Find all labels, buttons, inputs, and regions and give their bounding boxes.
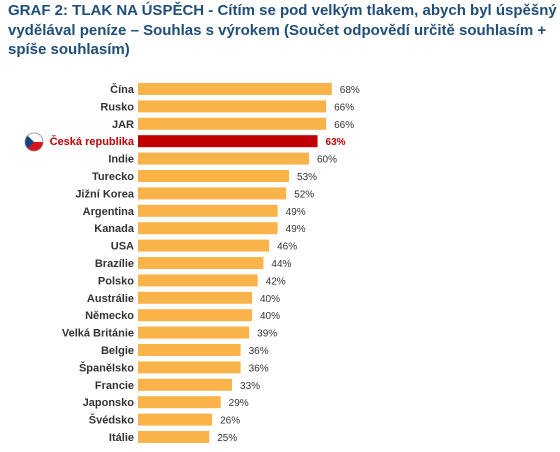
bar-spanelsko (138, 361, 241, 374)
value-label-nemecko: 40% (260, 311, 280, 322)
chart-title-line-1: GRAF 2: TLAK NA ÚSPĚCH - Cítím se pod ve… (8, 2, 560, 19)
value-label-indie: 60% (317, 155, 337, 166)
bar-usa (138, 239, 270, 252)
bar-australie (138, 291, 252, 304)
category-label-polsko: Polsko (98, 275, 134, 287)
value-label-velka-britanie: 39% (257, 329, 277, 340)
value-label-turecko: 53% (297, 172, 317, 183)
value-label-australie: 40% (260, 294, 280, 305)
bar-brazilie (138, 257, 264, 269)
category-label-spanelsko: Španělsko (79, 361, 134, 374)
value-label-japonsko: 29% (229, 398, 249, 409)
value-label-italie: 25% (217, 433, 237, 444)
bar-ceska-republika (138, 135, 318, 148)
bar-svedsko (138, 413, 213, 426)
category-label-turecko: Turecko (92, 171, 134, 183)
category-label-nemecko: Německo (85, 310, 134, 322)
category-label-argentina: Argentina (83, 206, 135, 218)
category-label-brazilie: Brazílie (95, 258, 134, 270)
category-label-belgie: Belgie (101, 345, 134, 357)
value-label-jizni-korea: 52% (294, 189, 314, 200)
bar-velka-britanie (138, 326, 250, 339)
bar-kanada (138, 222, 278, 235)
value-label-ceska-republika: 63% (326, 137, 346, 148)
bar-indie (138, 152, 309, 165)
bar-jar (138, 117, 327, 130)
value-label-svedsko: 26% (220, 416, 240, 427)
bar-japonsko (138, 396, 221, 409)
chart-title-line-2: vydělával peníze – Souhlas s výrokem (So… (8, 21, 547, 39)
category-label-rusko: Rusko (100, 101, 134, 113)
category-label-australie: Austrálie (87, 293, 134, 305)
value-label-francie: 33% (240, 381, 260, 392)
category-label-japonsko: Japonsko (83, 397, 135, 409)
category-label-svedsko: Švédsko (89, 414, 135, 427)
category-label-cina: Čína (110, 83, 135, 96)
chart-title-line-3: spíše souhlasím) (8, 41, 130, 58)
bar-italie (138, 431, 210, 443)
bar-turecko (138, 170, 290, 182)
category-label-francie: Francie (95, 380, 134, 392)
category-label-velka-britanie: Velká Británie (62, 328, 134, 340)
bar-nemecko (138, 309, 252, 322)
category-label-indie: Indie (108, 154, 134, 166)
value-label-spanelsko: 36% (249, 363, 269, 374)
bar-jizni-korea (138, 187, 287, 200)
category-label-jizni-korea: Jižní Korea (75, 188, 135, 200)
bar-francie (138, 378, 233, 391)
bar-belgie (138, 344, 241, 356)
chart-title: GRAF 2: TLAK NA ÚSPĚCH - Cítím se pod ve… (8, 1, 560, 60)
czech-flag-icon (24, 132, 44, 152)
category-label-kanada: Kanada (94, 223, 135, 235)
value-label-rusko: 66% (334, 102, 354, 113)
value-label-belgie: 36% (249, 346, 269, 357)
value-label-polsko: 42% (266, 276, 286, 287)
value-label-argentina: 49% (286, 207, 306, 218)
value-label-brazilie: 44% (271, 259, 291, 270)
value-label-usa: 46% (277, 242, 297, 253)
value-label-jar: 66% (334, 120, 354, 131)
value-label-cina: 68% (340, 85, 360, 96)
category-label-ceska-republika: Česká republika (50, 135, 135, 148)
category-label-italie: Itálie (109, 432, 134, 444)
bar-cina (138, 83, 332, 95)
bar-argentina (138, 204, 278, 217)
bar-polsko (138, 274, 258, 287)
category-label-jar: JAR (112, 119, 134, 131)
category-label-usa: USA (111, 241, 134, 253)
value-label-kanada: 49% (286, 224, 306, 235)
bar-rusko (138, 100, 327, 113)
